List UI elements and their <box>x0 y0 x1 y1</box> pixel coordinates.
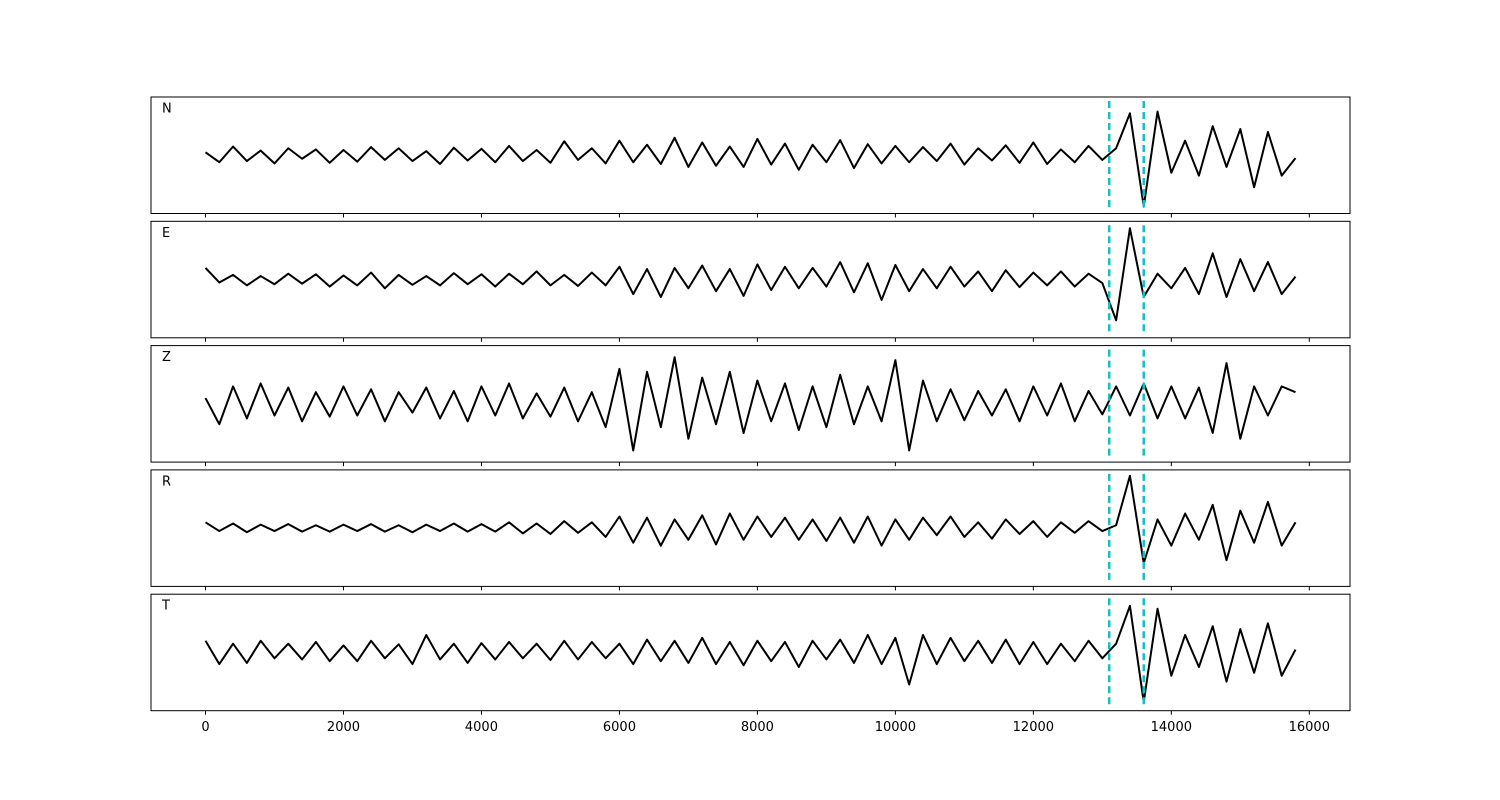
x-tick-label: 8000 <box>741 720 774 735</box>
panel-label: T <box>161 599 170 614</box>
x-tick-label: 0 <box>201 720 209 735</box>
panel-label: Z <box>162 350 171 365</box>
trace <box>204 604 1297 703</box>
x-tick-label: 4000 <box>465 720 498 735</box>
panel-label: E <box>162 226 170 241</box>
trace <box>204 110 1297 208</box>
x-tick-label: 14000 <box>1151 720 1192 735</box>
trace <box>204 474 1297 565</box>
x-tick-label: 2000 <box>327 720 360 735</box>
trace <box>204 356 1296 452</box>
panel-label: R <box>162 474 171 489</box>
panel-label: N <box>162 102 172 117</box>
panel-frame <box>150 96 1351 214</box>
trace <box>204 227 1297 322</box>
x-tick-label: 12000 <box>1013 720 1054 735</box>
x-tick-label: 10000 <box>875 720 916 735</box>
x-tick-label: 16000 <box>1289 720 1330 735</box>
x-tick-label: 6000 <box>603 720 636 735</box>
